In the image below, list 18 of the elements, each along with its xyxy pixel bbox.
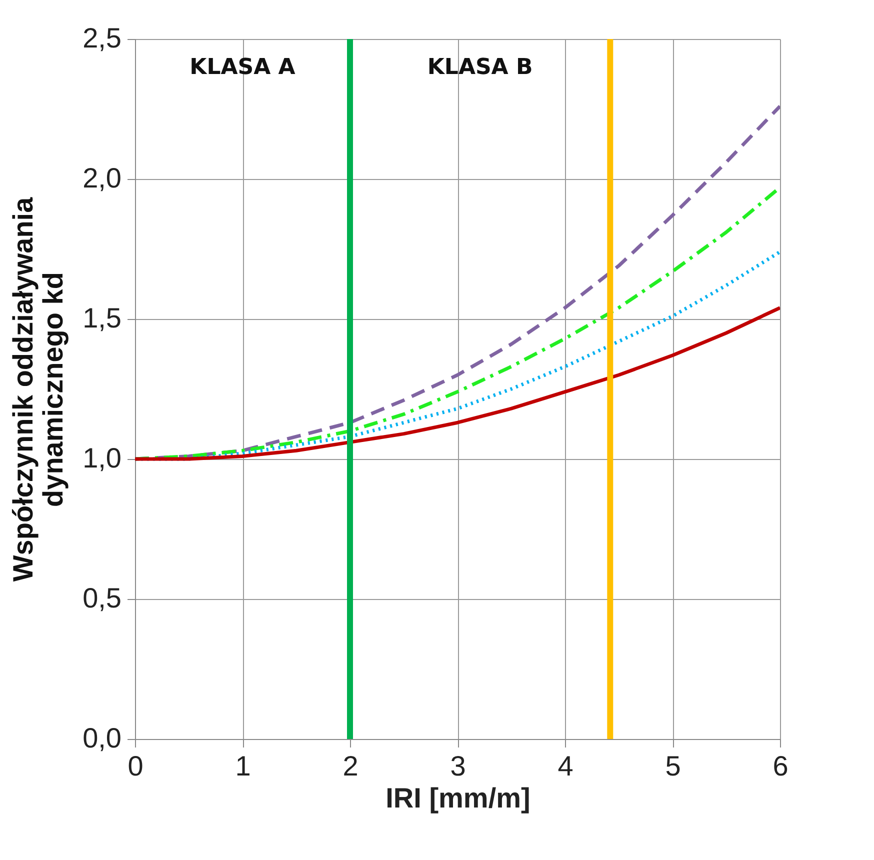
annotation: KLASA B bbox=[427, 55, 533, 80]
y-tick-label: 0,0 bbox=[82, 722, 122, 754]
y-tick-label: 0,5 bbox=[82, 582, 122, 614]
x-tick-label: 1 bbox=[235, 750, 251, 782]
x-tick-label: 4 bbox=[558, 750, 574, 782]
y-tick-label: 1,0 bbox=[82, 442, 122, 474]
x-tick-label: 0 bbox=[128, 750, 144, 782]
x-axis-title: IRI [mm/m] bbox=[386, 782, 530, 814]
y-axis-title: Współczynnik oddziaływania dynamicznego kd bbox=[8, 196, 69, 582]
x-tick-label: 5 bbox=[665, 750, 681, 782]
y-tick-label: 2,0 bbox=[82, 162, 122, 194]
x-tick-label: 6 bbox=[772, 750, 788, 782]
x-tick-label: 3 bbox=[450, 750, 466, 782]
y-tick-label: 1,5 bbox=[82, 302, 122, 334]
y-tick-label: 2,5 bbox=[82, 22, 122, 54]
line-series bbox=[135, 306, 780, 461]
x-tick-label: 2 bbox=[342, 750, 358, 782]
annotation: KLASA A bbox=[190, 55, 296, 80]
